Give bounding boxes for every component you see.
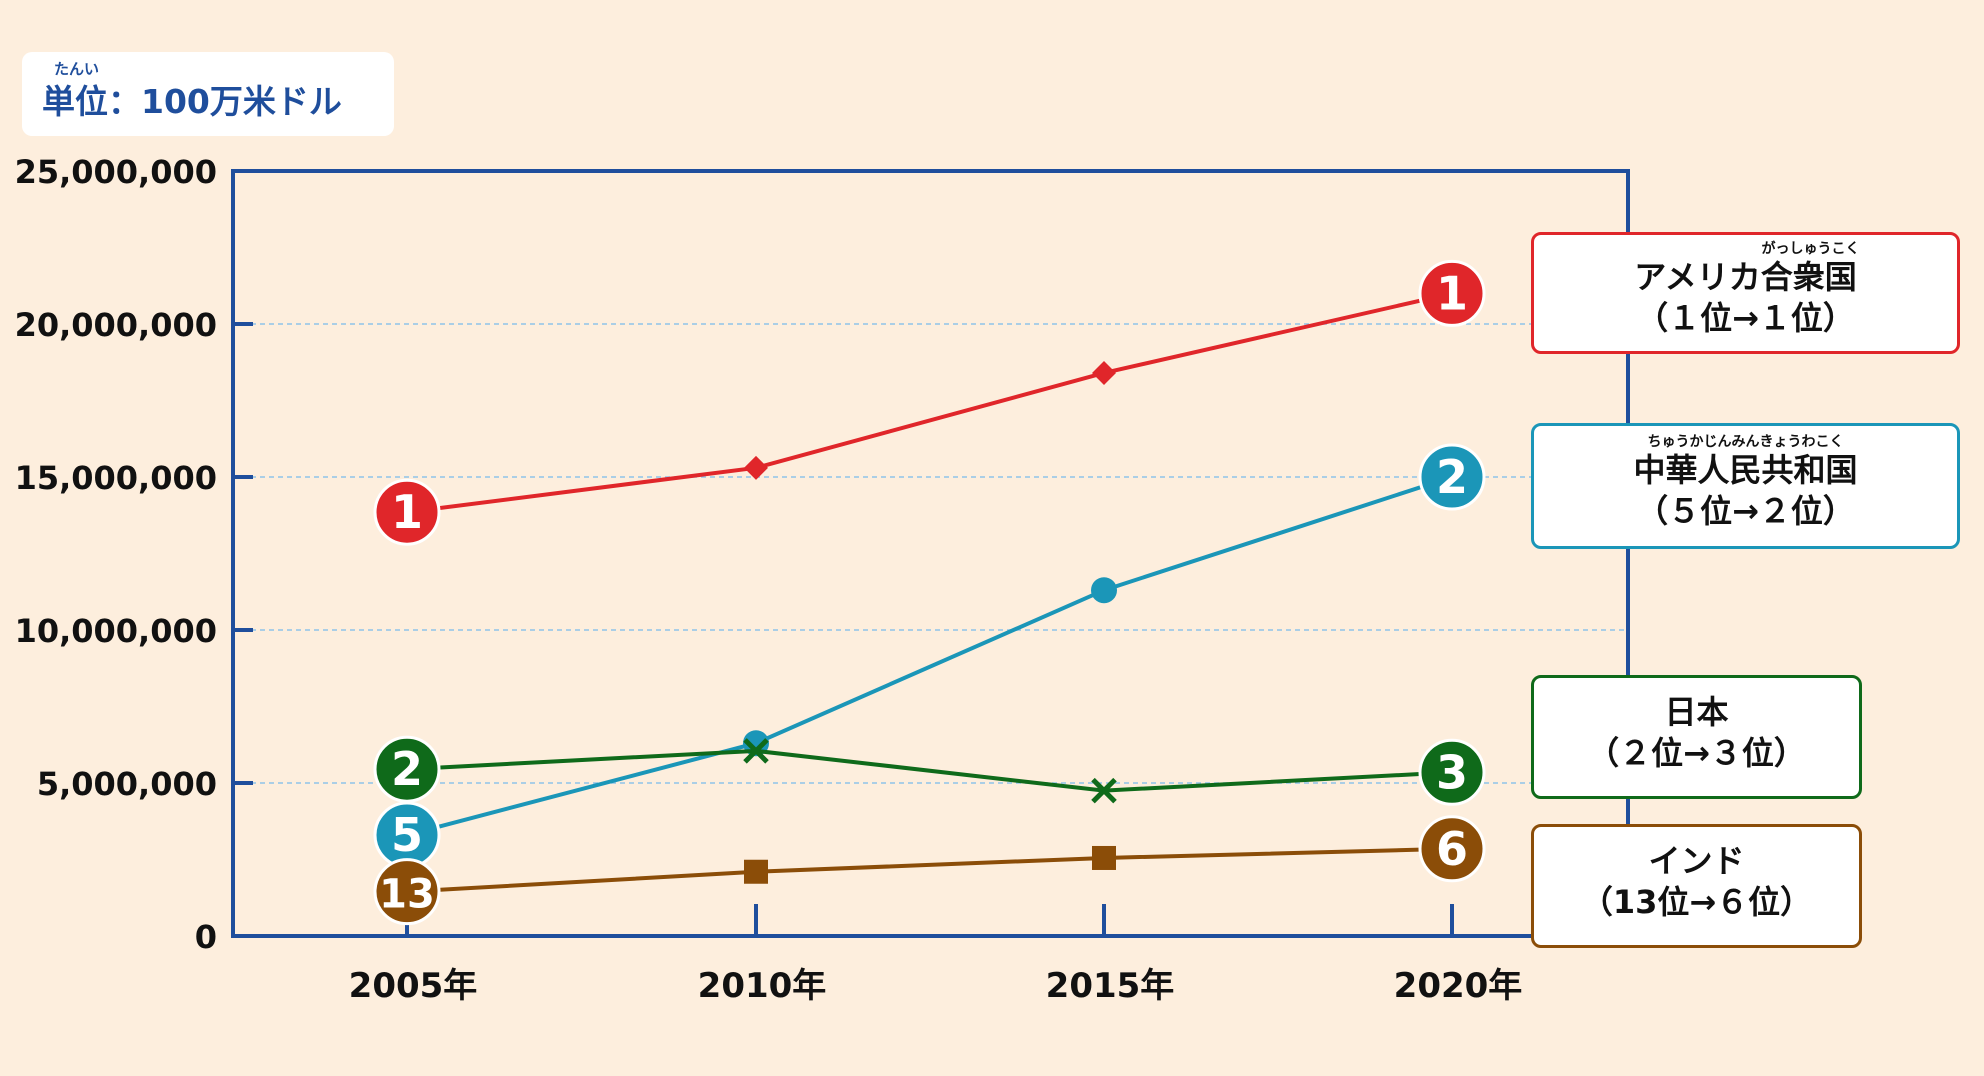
legend-rank: （１位→１位） [1636, 299, 1855, 337]
unit-box [22, 52, 394, 136]
legend-name: インド [1648, 842, 1745, 880]
rank-badge-label: 2 [391, 742, 423, 796]
legend-japan: 日本 （２位→３位） [1531, 675, 1862, 799]
y-tick-label: 0 [195, 918, 217, 956]
x-tick-label: 2010年 [698, 966, 827, 1006]
series-line-0 [406, 291, 1453, 515]
y-tick-label: 10,000,000 [15, 612, 217, 650]
plot-frame [231, 169, 1630, 938]
y-tick-label: 25,000,000 [15, 153, 217, 191]
data-point-circle [1091, 577, 1117, 604]
x-tick-label: 2015年 [1046, 966, 1175, 1006]
legend-rank: （13位→６位） [1580, 883, 1813, 921]
series-line-1 [406, 475, 1453, 837]
rank-badge-label: 1 [391, 485, 423, 539]
legend-name: 日本 [1664, 693, 1729, 731]
rank-badge [373, 735, 441, 803]
rank-badge [1418, 259, 1486, 327]
series-line-2 [406, 748, 1453, 793]
data-point-square [1092, 845, 1116, 870]
legend-ruby: ちゅうかじんみんきょうわこく [1647, 434, 1844, 450]
x-tick-label: 2005年 [349, 966, 478, 1006]
data-point-diamond [744, 455, 768, 480]
data-point-square [744, 859, 768, 884]
legend-name: アメリカ合衆国 [1634, 258, 1857, 296]
rank-badge [1418, 815, 1486, 883]
tick-labels: 0 5,000,000 10,000,000 15,000,000 20,000,000… [15, 153, 1523, 1006]
rank-badge [1418, 738, 1486, 806]
rank-badge-label: 3 [1436, 745, 1468, 799]
legend-usa: がっしゅうこく アメリカ合衆国 （１位→１位） [1531, 232, 1960, 354]
y-tick-label: 20,000,000 [15, 306, 217, 344]
unit-label: 単位：100万米ドル [42, 82, 342, 121]
rank-badge-label: 2 [1436, 450, 1468, 504]
series-line-3 [406, 846, 1453, 894]
grid-lines [233, 323, 1628, 784]
unit-ruby: たんい [54, 60, 100, 78]
rank-badge [373, 478, 441, 546]
legend-rank: （２位→３位） [1587, 734, 1806, 772]
rank-badge-label: 5 [391, 808, 423, 862]
axes [231, 169, 1630, 938]
rank-badge [1418, 443, 1486, 511]
data-point-x [1091, 777, 1117, 804]
series-lines: 1 1 5 2 2 3 13 6 [373, 259, 1486, 926]
legend-ruby: がっしゅうこく [1761, 241, 1860, 257]
rank-badge-label: 6 [1436, 822, 1468, 876]
rank-badge-label: 1 [1436, 266, 1468, 320]
data-point-x [743, 738, 769, 764]
data-point-diamond [1092, 360, 1116, 385]
legend-rank: （５位→２位） [1636, 492, 1855, 530]
rank-badge [373, 858, 441, 926]
rank-badge-label: 13 [379, 872, 435, 918]
legend-name: 中華人民共和国 [1633, 451, 1858, 489]
legend-india: インド （13位→６位） [1531, 824, 1862, 948]
x-tick-label: 2020年 [1394, 966, 1523, 1006]
y-tick-label: 5,000,000 [37, 765, 217, 803]
y-tick-label: 15,000,000 [15, 459, 217, 497]
legend-china: ちゅうかじんみんきょうわこく 中華人民共和国 （５位→２位） [1531, 423, 1960, 549]
